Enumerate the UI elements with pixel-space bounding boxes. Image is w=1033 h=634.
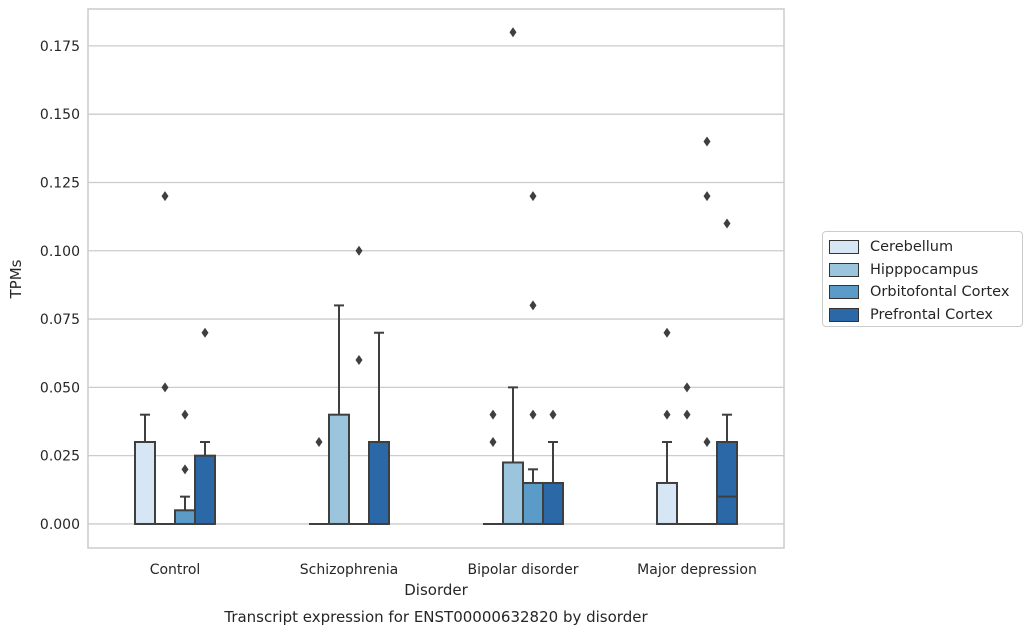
y-tick-label-0.175: 0.175 [40,39,80,55]
box-major-depression-hipppocampus-outlier-0 [683,409,691,420]
box-schizophrenia-prefrontal-cortex-rect [368,441,390,525]
y-axis-ticks: 0.000 0.025 0.050 0.075 0.100 0.125 0.150 0.175 [40,39,80,533]
y-tick-label-0.050: 0.050 [40,380,80,396]
plot-area [87,8,785,549]
box-major-depression-orbitofontal-cortex-outlier-2 [703,136,711,147]
box-bipolar-disorder-hipppocampus-rect [502,461,524,525]
box-control-orbitofontal-cortex-outlier-0 [181,464,189,475]
box-control-hipppocampus-outlier-0 [161,382,169,393]
box-bipolar-disorder-orbitofontal-cortex-outlier-1 [529,300,537,311]
box-bipolar-disorder-orbitofontal-cortex-outlier-2 [529,191,537,202]
box-control-orbitofontal-cortex-rect [174,509,196,525]
x-tick-label-bipolar-disorder: Bipolar disorder [467,562,578,578]
box-control-cerebellum-rect [134,441,156,525]
box-control-prefrontal-cortex-rect [194,454,216,525]
box-major-depression-cerebellum-outlier-1 [663,327,671,338]
x-axis-ticks: Control Schizophrenia Bipolar disorder Majo… [150,562,757,578]
x-tick-label-major-depression: Major depression [637,562,757,578]
gridlines [88,45,784,525]
box-major-depression-cerebellum-rect [656,481,678,525]
box-major-depression-orbitofontal-cortex-outlier-1 [703,191,711,202]
box-bipolar-disorder-orbitofontal-cortex-rect [522,481,544,525]
box-major-depression-prefrontal-cortex-outlier-0 [723,218,731,229]
box-control-prefrontal-cortex-outlier-0 [201,327,209,338]
y-tick-label-0.000: 0.000 [40,517,80,533]
x-tick-label-schizophrenia: Schizophrenia [300,562,398,578]
legend-item-orbitofrontal-cortex: Orbitofontal Cortex [823,281,1022,304]
legend-label-orbitofrontal-cortex: Orbitofontal Cortex [870,284,1010,301]
x-tick-label-control: Control [150,562,201,578]
y-tick-label-0.100: 0.100 [40,244,80,260]
box-bipolar-disorder-cerebellum-outlier-1 [489,409,497,420]
y-tick-label-0.150: 0.150 [40,107,80,123]
legend-item-prefrontal-cortex: Prefrontal Cortex [823,304,1022,327]
legend-item-hippocampus: Hipppocampus [823,259,1022,282]
y-tick-label-0.075: 0.075 [40,312,80,328]
legend-label-prefrontal-cortex: Prefrontal Cortex [870,306,993,323]
box-schizophrenia-cerebellum-outlier-0 [315,437,323,448]
box-schizophrenia-orbitofontal-cortex-outlier-0 [355,355,363,366]
box-bipolar-disorder-hipppocampus-outlier-0 [509,27,517,38]
box-bipolar-disorder-cerebellum-outlier-0 [489,437,497,448]
legend-label-cerebellum: Cerebellum [870,239,954,256]
box-bipolar-disorder-orbitofontal-cortex-outlier-0 [529,409,537,420]
box-control-orbitofontal-cortex-outlier-1 [181,409,189,420]
box-plots [134,27,738,525]
y-tick-label-0.125: 0.125 [40,175,80,191]
chart-title: Transcript expression for ENST0000063282… [223,608,648,626]
legend-swatch-cerebellum [829,240,859,255]
y-axis-label: TPMs [7,259,25,299]
box-major-depression-prefrontal-cortex-rect [716,441,738,525]
y-tick-label-0.025: 0.025 [40,449,80,465]
box-schizophrenia-hipppocampus-rect [328,413,350,525]
box-control-hipppocampus-outlier-1 [161,191,169,202]
box-bipolar-disorder-prefrontal-cortex-rect [542,481,564,525]
x-axis-label: Disorder [404,581,468,599]
legend-swatch-orbitofrontal-cortex [829,285,859,300]
legend-label-hippocampus: Hipppocampus [870,261,979,278]
legend-swatch-prefrontal-cortex [829,307,859,322]
legend-item-cerebellum: Cerebellum [823,236,1022,259]
box-schizophrenia-orbitofontal-cortex-outlier-1 [355,245,363,256]
box-major-depression-orbitofontal-cortex-outlier-0 [703,437,711,448]
box-major-depression-hipppocampus-outlier-1 [683,382,691,393]
legend: Cerebellum Hipppocampus Orbitofontal Cor… [822,231,1023,327]
box-bipolar-disorder-prefrontal-cortex-outlier-0 [549,409,557,420]
box-major-depression-cerebellum-outlier-0 [663,409,671,420]
legend-swatch-hippocampus [829,262,859,277]
